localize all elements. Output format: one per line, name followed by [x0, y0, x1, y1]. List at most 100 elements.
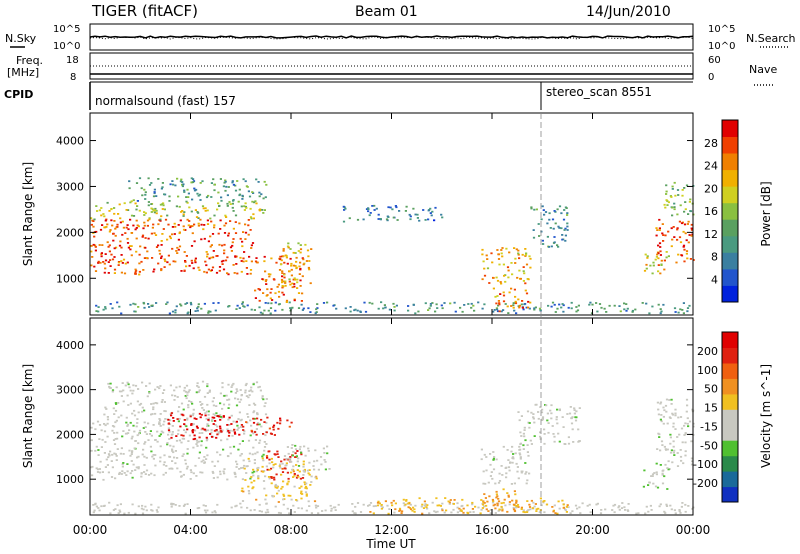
heatmap-cell [163, 401, 166, 403]
heatmap-cell [527, 306, 530, 309]
heatmap-cell [565, 511, 568, 513]
heatmap-cell [655, 255, 658, 258]
heatmap-cell [308, 268, 311, 271]
heatmap-cell [288, 278, 291, 281]
heatmap-cell [222, 448, 225, 451]
heatmap-cell [183, 269, 186, 272]
heatmap-cell [173, 399, 176, 401]
heatmap-cell [97, 507, 100, 509]
heatmap-cell [180, 211, 183, 213]
heatmap-cell [492, 287, 495, 290]
heatmap-cell [300, 490, 303, 493]
heatmap-cell [249, 229, 252, 231]
heatmap-cell [317, 512, 320, 515]
heatmap-cell [90, 466, 93, 469]
heatmap-cell [291, 468, 294, 471]
heatmap-cell [379, 218, 382, 220]
heatmap-cell [95, 505, 98, 508]
heatmap-cell [228, 424, 231, 426]
heatmap-cell [293, 473, 296, 475]
heatmap-cell [107, 261, 110, 263]
heatmap-cell [134, 469, 137, 471]
freq-unit-label: [MHz] [7, 66, 39, 79]
heatmap-cell [114, 477, 117, 480]
heatmap-cell [187, 192, 190, 195]
heatmap-cell [280, 278, 284, 281]
heatmap-cell [529, 257, 532, 260]
heatmap-cell [131, 412, 134, 415]
freq-tick-top: 18 [66, 55, 79, 66]
heatmap-cell [328, 468, 331, 470]
heatmap-cell [185, 302, 189, 304]
heatmap-cell [472, 304, 475, 307]
heatmap-cell [178, 245, 182, 248]
heatmap-cell [261, 455, 264, 458]
heatmap-cell [117, 264, 120, 266]
heatmap-cell [211, 436, 214, 438]
heatmap-cell [155, 212, 158, 215]
heatmap-cell [421, 512, 424, 515]
heatmap-cell [128, 386, 131, 389]
heatmap-cell [102, 261, 105, 263]
heatmap-cell [492, 451, 495, 453]
heatmap-cell [305, 260, 308, 262]
heatmap-cell [265, 279, 268, 281]
heatmap-cell [268, 427, 271, 430]
heatmap-cell [90, 217, 93, 219]
heatmap-cell [353, 512, 356, 514]
heatmap-cell [219, 425, 222, 428]
heatmap-cell [448, 501, 451, 504]
heatmap-cell [118, 203, 121, 206]
colorbar-segment [722, 268, 738, 286]
heatmap-cell [148, 433, 152, 435]
heatmap-cell [215, 412, 218, 415]
heatmap-cell [289, 457, 292, 460]
heatmap-cell [161, 186, 164, 189]
heatmap-cell [243, 430, 246, 433]
heatmap-cell [494, 512, 497, 514]
heatmap-cell [297, 292, 301, 294]
heatmap-cell [249, 419, 252, 422]
heatmap-cell [287, 246, 290, 249]
heatmap-cell [226, 424, 229, 426]
heatmap-cell [510, 262, 513, 264]
heatmap-cell [683, 210, 686, 213]
heatmap-cell [513, 509, 516, 512]
heatmap-cell [143, 464, 146, 466]
heatmap-cell [252, 217, 255, 220]
heatmap-cell [324, 461, 327, 463]
heatmap-cell [242, 459, 245, 462]
heatmap-cell [199, 416, 202, 419]
heatmap-cell [506, 266, 510, 269]
heatmap-cell [683, 248, 686, 251]
heatmap-cell [97, 310, 100, 313]
heatmap-cell [183, 211, 186, 213]
heatmap-cell [517, 253, 520, 256]
heatmap-cell [440, 213, 443, 216]
heatmap-cell [387, 512, 390, 515]
heatmap-cell [236, 180, 239, 182]
heatmap-cell [135, 208, 138, 211]
nave-tick-bottom: 0 [708, 72, 714, 83]
heatmap-cell [114, 453, 117, 456]
heatmap-cell [348, 217, 351, 220]
heatmap-cell [134, 202, 137, 205]
heatmap-cell [202, 459, 205, 462]
heatmap-cell [210, 196, 213, 198]
heatmap-cell [516, 505, 519, 508]
heatmap-cell [646, 255, 649, 258]
heatmap-cell [111, 258, 115, 261]
heatmap-cell [131, 503, 134, 506]
heatmap-cell [200, 440, 203, 443]
heatmap-cell [140, 187, 143, 190]
heatmap-cell [627, 503, 630, 505]
heatmap-cell [175, 439, 179, 442]
heatmap-cell [121, 470, 124, 473]
heatmap-cell [106, 416, 109, 418]
heatmap-cell [147, 439, 150, 441]
heatmap-cell [524, 255, 527, 257]
heatmap-cell [135, 269, 138, 272]
heatmap-cell [233, 272, 236, 274]
heatmap-cell [182, 213, 185, 216]
